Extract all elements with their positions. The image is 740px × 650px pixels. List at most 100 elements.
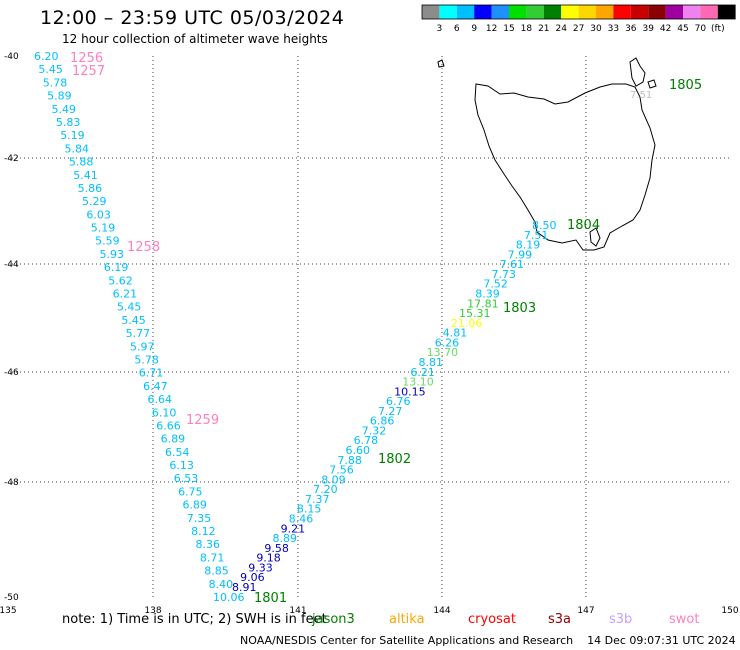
swh-value: 8.09 xyxy=(321,473,346,486)
swh-value: 5.86 xyxy=(78,182,103,195)
swh-value: 6.66 xyxy=(156,419,181,432)
swh-value: 7.88 xyxy=(337,454,362,467)
swh-value: 7.35 xyxy=(187,512,212,525)
swh-value: 6.54 xyxy=(165,446,190,459)
lat-tick-label: -48 xyxy=(4,478,19,488)
swh-value: 6.89 xyxy=(182,499,207,512)
orbit-label-1803: 1803 xyxy=(503,301,536,316)
swh-value: 5.49 xyxy=(51,103,75,116)
track-east: 8.919.069.339.189.588.899.218.468.157.37… xyxy=(232,219,557,594)
lat-tick-label: -46 xyxy=(4,368,19,378)
orbit-label-1801: 1801 xyxy=(254,591,287,606)
swh-value: 7.56 xyxy=(329,464,354,477)
swh-value: 5.78 xyxy=(134,353,159,366)
legend-label: 18 xyxy=(521,24,533,34)
legend-swatch xyxy=(491,5,509,19)
legend-label: 15 xyxy=(503,24,514,34)
swh-value: 5.45 xyxy=(117,301,142,314)
swh-value: 5.78 xyxy=(43,76,67,89)
legend-swatch xyxy=(578,5,596,19)
orbit-label-1259: 1259 xyxy=(186,413,219,428)
sat-s3b: s3b xyxy=(609,612,633,627)
swh-value: 6.89 xyxy=(161,433,186,446)
legend-label: 30 xyxy=(590,24,602,34)
legend-swatch xyxy=(596,5,614,19)
color-legend: 3 6 9 12 15 18 21 24 27 30 33 36 39 42 45 70 (ft) xyxy=(421,4,736,34)
swh-value: 7.32 xyxy=(362,424,387,437)
legend-swatch xyxy=(630,5,649,19)
swh-value: 7.99 xyxy=(508,248,532,261)
graticule: 135 138 141 144 147 150 -40 -42 -44 -46 -48 -50 xyxy=(0,52,739,616)
tasmania-coastline xyxy=(437,57,657,251)
sat-s3a: s3a xyxy=(548,612,572,627)
swh-value: 6.71 xyxy=(139,367,164,380)
swh-value: 6.53 xyxy=(174,472,199,485)
swh-value: 6.10 xyxy=(152,406,177,419)
swh-value: 7.20 xyxy=(313,483,338,496)
legend-swatch xyxy=(456,5,475,19)
swh-value: 21.06 xyxy=(451,317,483,330)
swh-value: 5.77 xyxy=(126,327,150,340)
legend-swatch xyxy=(509,5,527,19)
lon-tick-label: 138 xyxy=(144,606,161,616)
swh-value: 7.37 xyxy=(305,493,330,506)
swh-value: 5.45 xyxy=(38,63,63,76)
swh-value: 8.81 xyxy=(418,356,443,369)
legend-swatch xyxy=(717,5,736,19)
swh-value: 5.93 xyxy=(99,248,124,261)
sat-altika: altika xyxy=(389,612,425,627)
legend-swatch xyxy=(683,5,701,19)
swh-value: 8.89 xyxy=(273,532,298,545)
lat-tick-label: -50 xyxy=(4,593,19,603)
swh-value: 8.46 xyxy=(289,513,314,526)
legend-label: 70 xyxy=(695,24,707,34)
swh-value: 8.91 xyxy=(232,581,257,594)
legend-label: 36 xyxy=(625,24,637,34)
swh-value: 7.52 xyxy=(483,278,508,291)
legend-swatch xyxy=(439,5,457,19)
page-title: 12:00 – 23:59 UTC 05/03/2024 xyxy=(40,7,345,29)
legend-label: 33 xyxy=(608,24,619,34)
lat-tick-label: -40 xyxy=(4,52,19,62)
swh-value: 13.70 xyxy=(427,346,459,359)
swh-value: 6.76 xyxy=(386,395,411,408)
swh-value: 5.41 xyxy=(73,169,98,182)
swh-value: 6.75 xyxy=(178,485,203,498)
orbit-label-1257: 1257 xyxy=(72,64,105,79)
swh-value: 5.83 xyxy=(56,116,81,129)
swh-value: 6.78 xyxy=(354,434,379,447)
legend-swatch xyxy=(648,5,666,19)
legend-swatch xyxy=(665,5,683,19)
swh-value: 8.85 xyxy=(204,565,229,578)
swh-value: 5.19 xyxy=(91,222,116,235)
swh-value: 8.12 xyxy=(191,525,216,538)
lon-tick-label: 144 xyxy=(433,606,450,616)
swh-value: 7.73 xyxy=(491,268,516,281)
track-west: 6.205.455.785.895.495.835.195.845.885.41… xyxy=(34,50,245,604)
legend-label: 3 xyxy=(437,24,443,34)
swh-value: 17.81 xyxy=(467,297,499,310)
swh-value: 6.64 xyxy=(148,393,173,406)
footer-note: note: 1) Time is in UTC; 2) SWH is in fe… xyxy=(62,612,327,627)
orbit-labels: 1256 1257 1258 1259 1801 1802 1803 1804 … xyxy=(70,51,702,606)
legend-label: (ft) xyxy=(711,24,725,34)
legend-swatch xyxy=(561,5,579,19)
lat-tick-label: -44 xyxy=(4,260,19,270)
swh-value: 6.47 xyxy=(143,380,168,393)
sat-swot: swot xyxy=(669,612,700,627)
lon-tick-label: 135 xyxy=(0,606,17,616)
swh-value: 6.86 xyxy=(370,415,395,428)
credit-timestamp: 14 Dec 09:07:31 UTC 2024 xyxy=(587,634,736,647)
legend-label: 6 xyxy=(454,24,460,34)
sat-jason3: jason3 xyxy=(312,612,355,627)
swh-value: 6.20 xyxy=(34,50,59,63)
legend-swatch xyxy=(700,5,718,19)
swh-value: 6.03 xyxy=(86,208,111,221)
swh-value: 10.15 xyxy=(394,385,426,398)
swh-value: 5.97 xyxy=(130,340,155,353)
swh-value: 10.06 xyxy=(213,591,245,604)
swh-value: 8.40 xyxy=(209,578,234,591)
swh-value: 5.59 xyxy=(95,235,120,248)
swh-value: 7.61 xyxy=(500,258,525,271)
